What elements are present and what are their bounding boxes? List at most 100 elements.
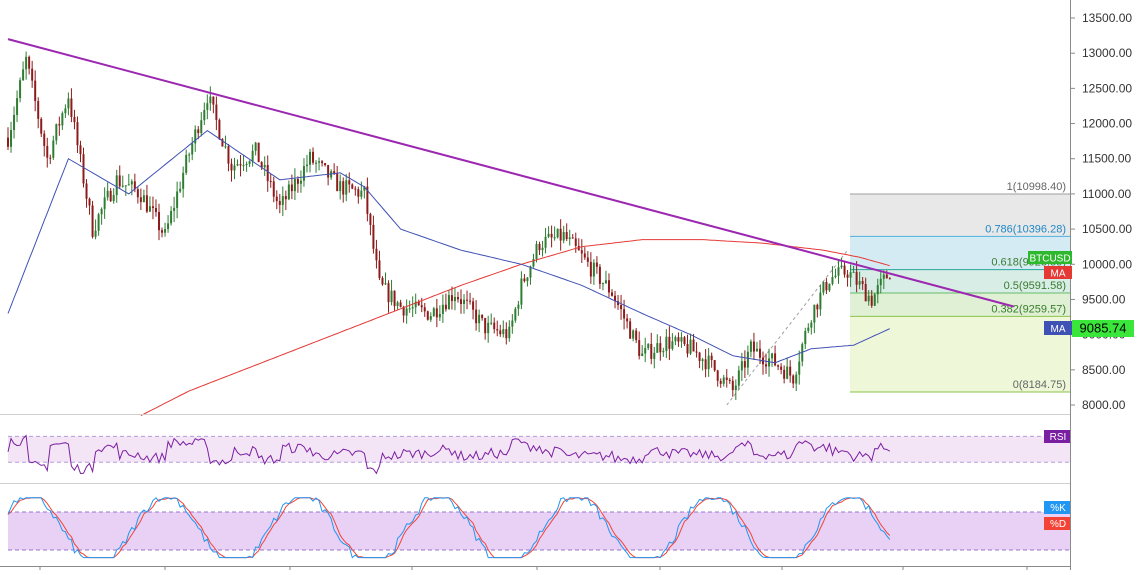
candle-body [251, 150, 254, 162]
candle-body [145, 195, 148, 212]
candle-body [315, 162, 318, 164]
candle-body [414, 301, 417, 308]
candle-body [532, 258, 535, 267]
candle-body [686, 344, 689, 354]
candle-body [212, 96, 215, 105]
candle-body [710, 355, 713, 361]
candle-body [777, 365, 780, 367]
fib-retracement[interactable]: 0(8184.75)0.382(9259.57)0.5(9591.58)0.61… [726, 181, 1070, 406]
price-tick-label: 13500.00 [1082, 11, 1132, 25]
candle-body [70, 98, 73, 117]
candle-body [333, 171, 336, 174]
candle-body [312, 151, 315, 163]
rsi-tag: RSI [1050, 432, 1067, 443]
candle-body [604, 280, 607, 284]
candle-body [734, 385, 737, 391]
price-tick-label: 11500.00 [1082, 152, 1131, 166]
candle-body [816, 304, 819, 310]
descending-trendline[interactable] [7, 38, 1014, 308]
candle-body [245, 163, 248, 166]
price-tick-label: 12500.00 [1082, 81, 1132, 95]
candle-body [257, 142, 260, 163]
candle-body [16, 98, 19, 115]
candle-body [158, 211, 160, 231]
price-axis[interactable]: 8000.008500.009000.009500.0010000.001050… [1028, 0, 1140, 570]
candle-body [109, 190, 112, 202]
candle-body [568, 237, 571, 240]
fib-swing-line [726, 249, 848, 406]
candle-body [64, 108, 67, 114]
candle-body [828, 283, 831, 291]
candle-body [130, 181, 133, 185]
candle-body [327, 165, 330, 178]
candle-body [154, 208, 157, 212]
candle-body [559, 228, 562, 241]
main-pane: 0(8184.75)0.382(9259.57)0.5(9591.58)0.61… [7, 38, 1070, 417]
candle-body [810, 322, 813, 328]
candle-body [46, 145, 49, 158]
candle-body [197, 129, 200, 134]
candle-body [369, 213, 372, 225]
candle-body [580, 250, 583, 254]
candle-body [490, 322, 493, 324]
candle-body [321, 161, 324, 164]
candle-body [502, 329, 505, 335]
candle-body [142, 195, 145, 203]
candle-body [299, 180, 302, 184]
candle-body [242, 165, 245, 167]
candle-body [768, 358, 771, 367]
candle-body [91, 205, 94, 237]
candle-body [37, 101, 40, 119]
candle-body [611, 292, 613, 296]
candle-body [623, 309, 626, 319]
fib-zone [850, 194, 1070, 237]
candle-body [390, 290, 393, 303]
trendline-layer[interactable] [7, 38, 1014, 308]
candle-body [233, 165, 236, 171]
candle-body [76, 122, 79, 146]
candle-body [73, 116, 76, 123]
candle-body [293, 178, 296, 192]
candle-body [151, 206, 154, 209]
candle-body [230, 163, 233, 171]
candle-body [148, 206, 151, 212]
candle-body [598, 266, 601, 284]
candle-body [324, 163, 327, 166]
candle-body [722, 377, 725, 384]
candle-body [478, 314, 481, 324]
candle-body [466, 299, 469, 301]
candle-body [287, 184, 290, 200]
candle-body [31, 68, 34, 81]
candle-body [556, 228, 559, 238]
price-tick-label: 11000.00 [1082, 187, 1131, 201]
time-axis[interactable] [0, 566, 1070, 570]
candle-body [867, 295, 870, 302]
candle-body [263, 165, 266, 168]
candle-body [638, 340, 641, 356]
candle-body [254, 142, 257, 151]
candle-body [586, 257, 589, 262]
candle-body [224, 146, 227, 148]
candle-body [523, 278, 526, 282]
candle-body [786, 366, 789, 379]
candle-body [885, 274, 888, 279]
candle-body [692, 339, 695, 352]
candle-body [435, 308, 438, 318]
stoch-d-tag-bg [1044, 517, 1072, 530]
candle-body [248, 161, 251, 164]
candle-body [855, 271, 858, 285]
candle-body [644, 348, 647, 354]
candle-body [520, 278, 523, 305]
candle-body [94, 230, 97, 237]
candle-body [393, 290, 396, 306]
candle-body [493, 322, 496, 330]
candle-body [472, 301, 475, 310]
candle-body [296, 178, 299, 184]
candle-body [607, 280, 610, 293]
candle-body [309, 151, 311, 165]
candle-body [789, 366, 792, 376]
candle-body [677, 337, 680, 342]
candle-body [22, 69, 25, 81]
candle-body [873, 294, 876, 306]
